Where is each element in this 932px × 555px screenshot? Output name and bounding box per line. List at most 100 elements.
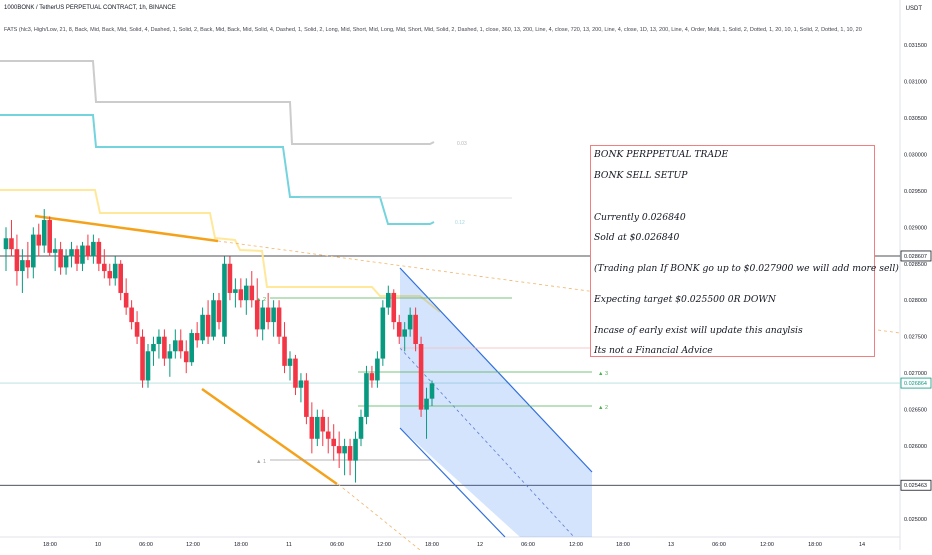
channel-fill (400, 268, 592, 537)
x-tick-label: 18:00 (425, 542, 439, 548)
candle-body (249, 285, 255, 301)
candle-body (112, 263, 118, 279)
channel-lower-line (399, 427, 506, 538)
candle-body (216, 300, 222, 323)
candle-body (282, 336, 287, 366)
x-tick-label: 18:00 (234, 542, 248, 548)
price-label-box (900, 250, 932, 262)
y-tick-label: 0.029000 (904, 225, 927, 231)
note-line: BONK PERPPETUAL TRADE (594, 149, 729, 160)
support-trendline (201, 387, 338, 486)
candle-body (271, 307, 276, 323)
candle-body (309, 416, 315, 439)
price-label-box (900, 377, 932, 389)
currency-label[interactable]: USDT (905, 6, 922, 12)
candle-body (347, 446, 353, 461)
note-line: Its not a Financial Advice (594, 345, 713, 356)
upper-band-cyan (0, 114, 435, 225)
note-line: Expecting target $0.025500 0R DOWN (594, 294, 776, 305)
x-tick-label: 18:00 (43, 542, 57, 548)
candle-body (222, 263, 227, 337)
candle-body (369, 373, 375, 381)
x-tick-label: 12:00 (186, 542, 200, 548)
candle-body (320, 416, 326, 432)
candle-body (123, 292, 129, 308)
candle-body (429, 383, 435, 399)
candle-body (145, 351, 151, 381)
y-tick-label: 0.030000 (904, 152, 927, 158)
candle-body (336, 446, 342, 454)
candle-body (36, 234, 42, 246)
candle-body (25, 260, 31, 268)
candle-body (364, 373, 369, 417)
candle-body (3, 238, 9, 250)
note-line: BONK SELL SETUP (594, 170, 688, 181)
level-mark: ▲ 2 (256, 297, 266, 303)
candle-body (200, 314, 205, 341)
price-label: 0.028607 (904, 254, 927, 260)
candle-body (358, 416, 364, 439)
candle-body (244, 285, 249, 301)
y-tick-label: 0.028000 (904, 298, 927, 304)
y-tick-label: 0.027500 (904, 335, 927, 341)
candle-body (375, 358, 380, 381)
candle-body (31, 234, 36, 268)
analysis-note[interactable]: BONK PERPPETUAL TRADE BONK SELL SETUP Cu… (590, 145, 899, 357)
channel-mid-line (399, 347, 575, 538)
candle-body (293, 358, 298, 388)
note-line: Incase of early exist will update this a… (594, 325, 803, 336)
x-tick-label: 11 (286, 542, 292, 548)
indicator-legend[interactable]: FATS (hlc3, High/Low, 21, 8, Back, Mid, … (4, 27, 862, 33)
candle-body (91, 241, 96, 257)
candle-body (211, 300, 216, 337)
candle-body (178, 340, 184, 352)
trend-extension (217, 240, 901, 334)
candle-body (238, 289, 244, 301)
level-mark: ▲ 1 (256, 459, 266, 465)
x-tick-label: 12:00 (760, 542, 774, 548)
candle-body (227, 263, 233, 293)
y-tick-label: 0.029500 (904, 189, 927, 195)
candle-body (63, 256, 69, 268)
candle-body (287, 358, 293, 366)
candle-body (418, 343, 424, 410)
x-tick-label: 18:00 (808, 542, 822, 548)
y-tick-label: 0.031500 (904, 43, 927, 49)
band-yellow (0, 189, 441, 313)
x-tick-label: 12:00 (569, 542, 583, 548)
candle-body (167, 351, 173, 359)
candle-body (413, 314, 418, 344)
note-line: Sold at $0.026840 (594, 232, 680, 243)
candle-body (140, 336, 145, 381)
price-label: 0.025463 (904, 483, 927, 489)
x-tick-label: 18:00 (616, 542, 630, 548)
candle-body (85, 245, 91, 257)
level-mark: ▲ 2 (598, 405, 608, 411)
candle-body (265, 307, 271, 323)
x-tick-label: 06:00 (139, 542, 153, 548)
band-label: 0.12 (455, 220, 465, 226)
x-tick-label: 12 (477, 542, 483, 548)
candle-body (52, 249, 58, 253)
candle-body (325, 431, 331, 439)
candle-body (205, 314, 211, 337)
candle-body (173, 340, 178, 352)
candle-body (47, 220, 52, 253)
x-tick-label: 13 (668, 542, 674, 548)
candle-body (331, 438, 336, 447)
candle-body (402, 329, 407, 337)
candle-body (14, 249, 20, 272)
candle-body (194, 333, 200, 341)
candle-body (107, 271, 113, 279)
candle-body (342, 446, 347, 454)
candle-body (69, 249, 74, 257)
y-tick-label: 0.026500 (904, 408, 927, 414)
y-tick-label: 0.030500 (904, 116, 927, 122)
x-tick-label: 14 (859, 542, 865, 548)
candle-body (9, 238, 14, 250)
candle-body (315, 416, 320, 439)
candle-body (254, 300, 260, 330)
x-tick-label: 06:00 (330, 542, 344, 548)
